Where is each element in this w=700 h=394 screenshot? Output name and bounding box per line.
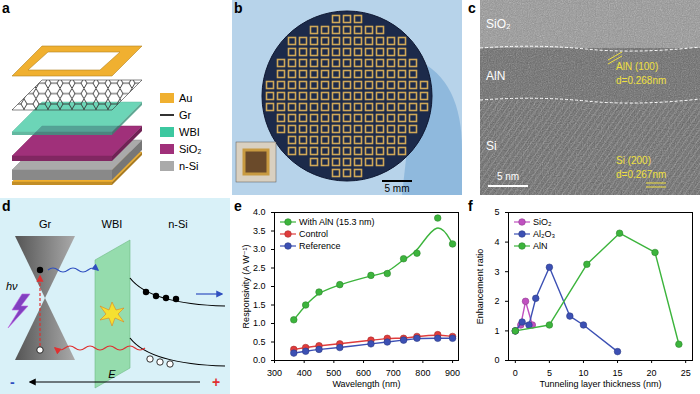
- svg-text:300: 300: [267, 368, 282, 378]
- svg-text:0.0: 0.0: [253, 355, 266, 365]
- svg-text:5: 5: [494, 207, 499, 217]
- svg-text:AlN: AlN: [486, 69, 505, 83]
- svg-text:Au: Au: [179, 92, 192, 104]
- svg-text:1.0: 1.0: [253, 318, 266, 328]
- svg-text:WBI: WBI: [102, 218, 123, 230]
- html-text:AlN: AlN: [533, 241, 548, 251]
- svg-text:AlN (100): AlN (100): [616, 61, 658, 72]
- svg-text:Si (200): Si (200): [616, 155, 651, 166]
- svg-text:4.0: 4.0: [253, 207, 266, 217]
- svg-text:d=0.268nm: d=0.268nm: [616, 75, 666, 86]
- html-text:Reference: Reference: [299, 241, 341, 251]
- svg-text:2: 2: [494, 296, 499, 306]
- svg-text:3.5: 3.5: [253, 226, 266, 236]
- svg-text:600: 600: [356, 368, 371, 378]
- svg-text:Tunneling layer thickness (nm): Tunneling layer thickness (nm): [539, 379, 661, 389]
- svg-text:0.5: 0.5: [253, 337, 266, 347]
- svg-text:0: 0: [513, 368, 518, 378]
- svg-text:E: E: [108, 368, 116, 380]
- svg-text:2.5: 2.5: [253, 263, 266, 273]
- svg-text:900: 900: [445, 368, 460, 378]
- svg-text:Responsivity (A W⁻¹): Responsivity (A W⁻¹): [241, 245, 251, 329]
- svg-text:0: 0: [494, 355, 499, 365]
- svg-text:2.0: 2.0: [253, 281, 266, 291]
- svg-text:Wavelength (nm): Wavelength (nm): [332, 379, 400, 389]
- svg-text:Si: Si: [486, 139, 497, 153]
- svg-text:5 nm: 5 nm: [497, 171, 519, 182]
- svg-text:SiO₂: SiO₂: [179, 143, 202, 155]
- svg-text:4: 4: [494, 237, 499, 247]
- html-text:Control: Control: [299, 229, 328, 239]
- svg-text:20: 20: [647, 368, 657, 378]
- svg-text:Enhancement ratio: Enhancement ratio: [475, 249, 485, 325]
- svg-text:800: 800: [415, 368, 430, 378]
- svg-text:700: 700: [386, 368, 401, 378]
- svg-text:25: 25: [681, 368, 691, 378]
- html-text:e: e: [234, 198, 242, 214]
- svg-text:SiO₂: SiO₂: [486, 17, 511, 31]
- svg-text:n-Si: n-Si: [168, 218, 188, 230]
- svg-text:5 mm: 5 mm: [385, 183, 410, 194]
- svg-text:3.0: 3.0: [253, 244, 266, 254]
- svg-text:-: -: [10, 374, 15, 390]
- html-text:With AlN (15.3 nm): With AlN (15.3 nm): [299, 217, 375, 227]
- html-text:d: d: [2, 198, 11, 214]
- svg-text:1.5: 1.5: [253, 300, 266, 310]
- svg-text:Gr: Gr: [179, 109, 192, 121]
- svg-text:400: 400: [297, 368, 312, 378]
- svg-text:5: 5: [547, 368, 552, 378]
- svg-text:hν: hν: [6, 280, 18, 292]
- html-text:f: f: [468, 198, 473, 214]
- html-text:SiO₂: SiO₂: [533, 217, 552, 227]
- svg-text:3: 3: [494, 267, 499, 277]
- html-text:Al₂O₃: Al₂O₃: [533, 229, 556, 239]
- svg-text:15: 15: [613, 368, 623, 378]
- svg-text:d=0.267nm: d=0.267nm: [616, 169, 666, 180]
- svg-text:+: +: [212, 374, 220, 390]
- svg-text:500: 500: [326, 368, 341, 378]
- svg-text:n-Si: n-Si: [179, 160, 199, 172]
- svg-text:1: 1: [494, 326, 499, 336]
- html-text:c: c: [468, 0, 476, 16]
- html-text:b: b: [234, 0, 243, 16]
- svg-text:WBI: WBI: [179, 126, 200, 138]
- svg-text:10: 10: [578, 368, 588, 378]
- svg-text:Gr: Gr: [39, 218, 52, 230]
- html-text:a: a: [2, 0, 10, 16]
